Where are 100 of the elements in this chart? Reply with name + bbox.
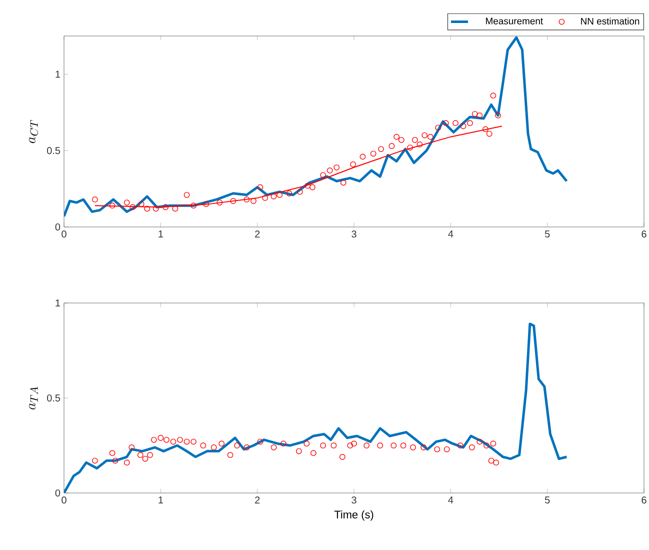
point xyxy=(147,452,153,458)
point xyxy=(200,442,206,448)
point xyxy=(309,184,316,190)
point xyxy=(286,190,292,196)
point xyxy=(144,206,150,212)
y-axis-title: $a_{TA}$ xyxy=(28,386,38,410)
point xyxy=(444,446,450,452)
point xyxy=(482,126,488,132)
point xyxy=(270,193,277,200)
point xyxy=(457,442,464,448)
point xyxy=(190,438,196,445)
point xyxy=(377,442,384,448)
point xyxy=(476,112,483,118)
point xyxy=(400,442,406,448)
point xyxy=(493,460,500,466)
point xyxy=(234,442,240,448)
y-tick-label: 1 xyxy=(56,70,60,78)
x-tick-label: 3 xyxy=(352,496,356,504)
point xyxy=(422,132,428,138)
point xyxy=(434,446,440,452)
point xyxy=(124,460,130,466)
line-series xyxy=(64,322,568,493)
x-tick-label: 5 xyxy=(544,496,550,504)
point xyxy=(390,442,397,448)
point xyxy=(203,201,210,208)
x-tick-label: 2 xyxy=(255,496,260,504)
point xyxy=(257,438,264,445)
point xyxy=(490,92,496,99)
point xyxy=(407,144,414,150)
point xyxy=(394,134,400,140)
point xyxy=(460,123,466,130)
point xyxy=(172,206,178,212)
point xyxy=(230,198,236,204)
point xyxy=(296,188,303,195)
point xyxy=(276,192,283,198)
point xyxy=(124,200,130,206)
point xyxy=(416,142,423,148)
point xyxy=(320,172,326,178)
point xyxy=(280,440,286,447)
point xyxy=(410,444,416,450)
x-tick-label: 0 xyxy=(62,230,66,238)
point xyxy=(112,458,118,464)
point xyxy=(339,454,346,460)
point xyxy=(476,438,483,445)
point xyxy=(270,444,277,450)
point xyxy=(184,192,190,198)
point xyxy=(486,130,492,137)
x-tick-label: 6 xyxy=(642,230,646,238)
point xyxy=(109,450,116,456)
x-axis-title: Time (s) xyxy=(334,510,374,521)
x-tick-label: 2 xyxy=(255,230,260,238)
y-tick-label: 0 xyxy=(55,489,60,497)
point xyxy=(370,150,376,157)
point xyxy=(218,440,225,447)
x-tick-label: 6 xyxy=(642,496,646,504)
point xyxy=(326,167,333,174)
point xyxy=(92,458,98,464)
point xyxy=(495,112,501,118)
x-tick-label: 4 xyxy=(448,496,454,504)
y-tick-label: 0 xyxy=(55,223,60,231)
x-tick-label: 4 xyxy=(448,230,454,238)
point xyxy=(137,452,144,458)
point xyxy=(257,184,264,190)
x-tick-label: 5 xyxy=(544,230,550,238)
point xyxy=(468,444,475,450)
point xyxy=(330,442,337,448)
point xyxy=(442,120,449,126)
x-tick-label: 1 xyxy=(158,496,163,504)
y-tick-label: 0.5 xyxy=(47,394,60,402)
point xyxy=(320,442,326,448)
point xyxy=(452,120,458,126)
point xyxy=(488,458,494,464)
point xyxy=(490,440,496,447)
point xyxy=(170,438,176,445)
point xyxy=(472,110,478,117)
y-axis-title: $a_{CT}$ xyxy=(28,120,38,144)
y-tick-label: 1 xyxy=(56,300,60,306)
point xyxy=(130,204,136,210)
point xyxy=(388,143,395,149)
point xyxy=(244,444,250,450)
point xyxy=(420,444,427,450)
x-tick-label: 1 xyxy=(158,230,163,238)
point xyxy=(162,204,168,210)
point xyxy=(304,182,311,189)
legend-label: Measurement xyxy=(486,18,544,24)
point xyxy=(184,438,190,445)
point xyxy=(158,434,164,441)
point xyxy=(152,206,159,212)
x-tick-label: 0 xyxy=(62,496,66,504)
point xyxy=(190,202,196,209)
point xyxy=(109,202,116,209)
point xyxy=(150,436,157,443)
point xyxy=(128,444,135,450)
point xyxy=(350,161,356,168)
point xyxy=(364,442,370,448)
line-series xyxy=(94,126,502,208)
point xyxy=(467,120,473,126)
point xyxy=(304,440,310,447)
point xyxy=(435,124,442,131)
point xyxy=(398,136,404,143)
